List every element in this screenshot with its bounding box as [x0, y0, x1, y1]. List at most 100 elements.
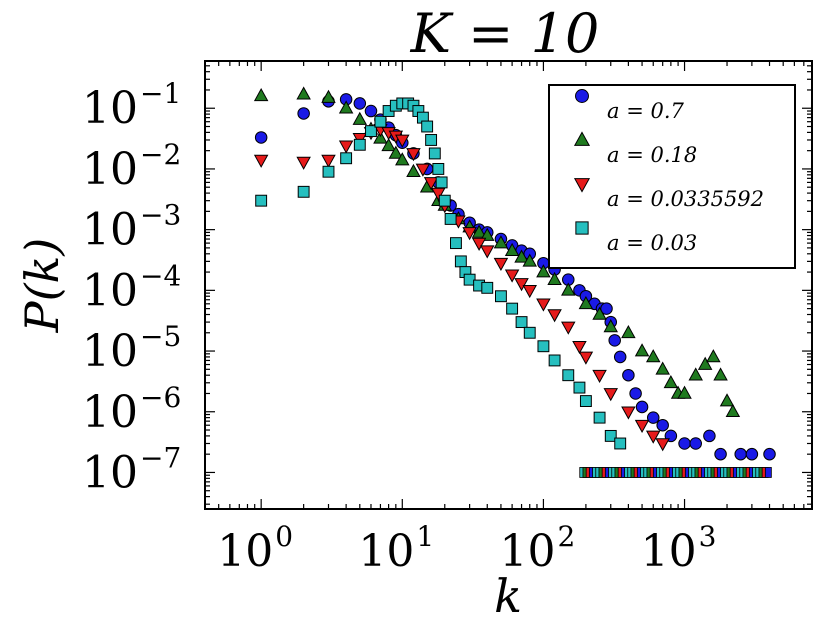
data-point — [296, 86, 311, 100]
data-point — [297, 107, 310, 120]
chart-title: K = 10 — [410, 2, 600, 65]
series-1 — [253, 86, 741, 418]
data-point — [719, 393, 735, 407]
data-point — [514, 278, 529, 292]
data-point — [450, 237, 462, 250]
data-point — [425, 134, 438, 146]
data-point — [522, 253, 537, 267]
data-point — [253, 88, 269, 102]
data-point — [592, 306, 607, 320]
y-tick-label: 10−1 — [82, 77, 181, 134]
data-point — [454, 255, 467, 268]
x-tick-label: 100 — [217, 520, 293, 577]
data-point — [321, 89, 336, 103]
data-point — [578, 295, 594, 310]
data-point — [353, 97, 367, 110]
data-point — [604, 429, 617, 442]
floor-band — [579, 467, 772, 478]
data-point — [493, 235, 509, 249]
data-point — [579, 395, 592, 408]
data-point — [536, 298, 551, 312]
data-point — [714, 447, 727, 461]
data-point — [621, 324, 636, 339]
legend-label: a = 0.03 — [607, 231, 697, 255]
data-point — [635, 400, 649, 414]
data-point — [428, 147, 441, 160]
legend-items: a = 0.7 a = 0.18 a = 0.0335592 a = 0.03 — [573, 89, 764, 255]
data-point — [713, 367, 728, 381]
legend-label: a = 0.0335592 — [607, 187, 764, 211]
data-point — [634, 419, 650, 434]
data-point — [697, 356, 713, 370]
data-point — [522, 285, 537, 299]
data-point — [603, 388, 619, 402]
data-point — [593, 411, 606, 424]
data-point — [504, 269, 520, 283]
data-point — [745, 447, 759, 461]
data-point — [340, 152, 353, 165]
legend-label: a = 0.18 — [607, 143, 697, 167]
legend-label: a = 0.7 — [607, 99, 685, 123]
data-point — [614, 437, 627, 450]
data-point — [561, 321, 576, 335]
legend-marker — [575, 89, 589, 103]
data-point — [338, 100, 354, 114]
data-point — [663, 374, 679, 389]
data-point — [381, 138, 396, 152]
data-point — [415, 163, 431, 177]
data-point — [592, 369, 607, 384]
data-point — [688, 367, 703, 381]
data-point — [254, 131, 268, 144]
data-point — [471, 237, 487, 251]
data-point — [432, 162, 445, 175]
series-layer — [253, 86, 776, 478]
legend: a = 0.7 a = 0.18 a = 0.0335592 a = 0.03 — [548, 84, 796, 269]
data-point — [395, 134, 410, 148]
data-point — [322, 165, 335, 178]
data-point — [622, 368, 635, 382]
data-point — [255, 194, 268, 207]
series-3 — [255, 97, 627, 450]
data-point — [406, 163, 421, 178]
data-point — [603, 319, 619, 333]
legend-marker — [575, 221, 589, 235]
axis-ticks — [204, 61, 813, 509]
data-point — [677, 385, 692, 399]
data-point — [365, 125, 377, 138]
data-point — [253, 154, 269, 168]
data-point — [480, 245, 495, 259]
data-point — [514, 249, 529, 263]
data-point — [406, 148, 421, 162]
data-point — [364, 104, 378, 118]
data-point — [388, 145, 404, 159]
data-point — [572, 340, 587, 355]
data-point — [547, 271, 562, 285]
data-point — [578, 351, 594, 365]
data-point — [353, 138, 366, 151]
data-point — [573, 381, 586, 394]
data-point — [493, 257, 509, 272]
data-point — [435, 176, 448, 189]
data-point — [321, 154, 336, 168]
data-point — [689, 437, 702, 450]
data-point — [373, 130, 388, 144]
data-point — [297, 185, 310, 198]
data-point — [725, 403, 741, 418]
data-point — [506, 302, 519, 315]
data-point — [352, 111, 368, 125]
data-point — [706, 349, 721, 363]
data-point — [374, 115, 387, 128]
series-2 — [253, 123, 670, 452]
data-point — [444, 213, 457, 225]
data-point — [629, 387, 642, 400]
data-point — [645, 349, 661, 363]
data-point — [561, 282, 576, 296]
data-point — [421, 120, 434, 133]
data-point — [600, 302, 613, 315]
data-point — [338, 140, 354, 154]
data-point — [656, 418, 669, 432]
data-point — [763, 447, 776, 461]
data-point — [462, 227, 477, 241]
data-point — [645, 430, 661, 444]
